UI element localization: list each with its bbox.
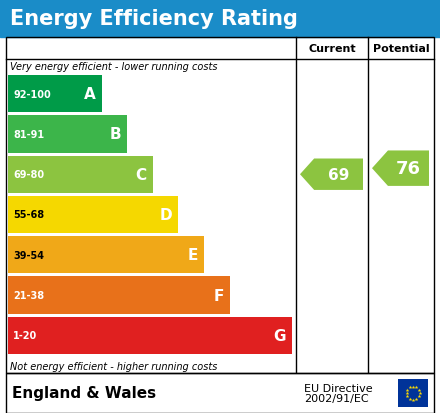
Bar [8,197,178,234]
Text: Current: Current [308,44,356,54]
Text: 69: 69 [328,167,349,182]
Text: E: E [187,248,198,263]
Text: 55-68: 55-68 [13,210,44,220]
Text: 69-80: 69-80 [13,170,44,180]
Text: 39-54: 39-54 [13,250,44,260]
Bar [398,379,428,407]
Text: G: G [274,328,286,343]
Text: F: F [213,288,224,303]
Text: 76: 76 [396,160,421,178]
Bar [6,38,434,373]
Bar [8,156,153,193]
Polygon shape [300,159,363,190]
Bar [8,237,204,274]
Polygon shape [372,151,429,186]
Text: Not energy efficient - higher running costs: Not energy efficient - higher running co… [10,361,217,371]
Text: 92-100: 92-100 [13,90,51,100]
Bar [8,317,292,354]
Text: Very energy efficient - lower running costs: Very energy efficient - lower running co… [10,62,217,72]
Bar [8,76,102,113]
Text: 21-38: 21-38 [13,290,44,300]
Bar [8,277,230,314]
Text: 1-20: 1-20 [13,330,37,341]
Text: B: B [110,127,121,142]
Text: EU Directive: EU Directive [304,383,373,393]
Text: C: C [136,167,147,182]
Text: 2002/91/EC: 2002/91/EC [304,393,369,403]
Bar [8,116,127,153]
Text: England & Wales: England & Wales [12,386,156,401]
Bar [0,0,440,38]
Text: Energy Efficiency Rating: Energy Efficiency Rating [10,9,298,29]
Text: Potential: Potential [373,44,429,54]
Text: 81-91: 81-91 [13,130,44,140]
Text: A: A [84,87,96,102]
Text: D: D [160,207,172,223]
Bar [6,373,434,413]
